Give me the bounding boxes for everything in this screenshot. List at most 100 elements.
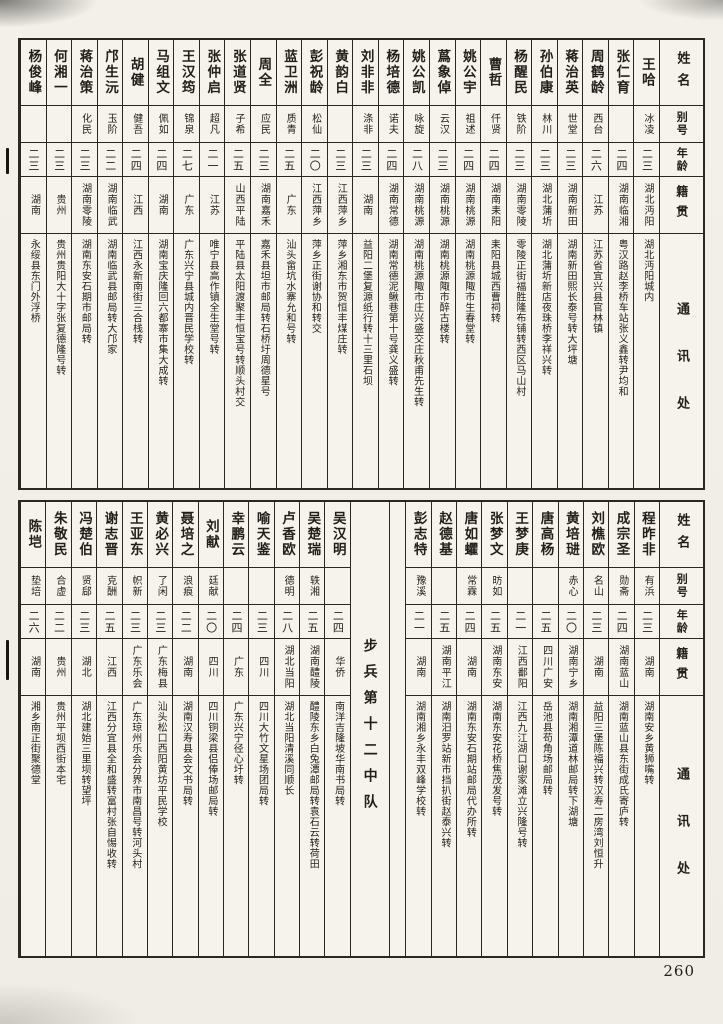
person-name: 程昨非 <box>634 502 659 568</box>
person-age: 二三 <box>72 143 97 177</box>
person-column: 黄培琎 赤心 二〇 湖南宁乡 湖南湘潭道林邮局转下湖塘 <box>557 502 583 956</box>
header-alias: 别号 <box>660 568 703 605</box>
person-native-place: 湖南桃源 <box>455 177 481 234</box>
person-native-place: 广东乐会 <box>122 639 147 696</box>
person-age: 二二 <box>173 605 198 639</box>
person-native-place: 湖南新田 <box>557 177 583 234</box>
person-age: 二五 <box>482 605 507 639</box>
person-alias: 世堂 <box>557 106 583 143</box>
person-native-place: 江西萍乡 <box>327 177 353 234</box>
person-age: 二三 <box>251 143 276 177</box>
person-age: 二四 <box>481 143 506 177</box>
person-name: 张仲启 <box>199 40 225 106</box>
person-name: 周全 <box>251 40 276 106</box>
person-column: 刘非非 涤非 二三 湖南 益阳二堡复源纸行转十三里石坝 <box>352 40 378 488</box>
person-address: 贵州贵阳大十字张复德隆号转 <box>53 239 65 376</box>
person-native-place: 湖南 <box>20 177 46 234</box>
person-age: 二四 <box>325 605 350 639</box>
person-age: 二三 <box>46 143 72 177</box>
person-column: 杨俊峰 二三 湖南 永绥县东门外浮桥 <box>19 40 46 488</box>
person-alias: 玉阶 <box>97 106 123 143</box>
person-native-place: 贵州 <box>46 639 71 696</box>
person-native-place: 湖南 <box>634 639 659 696</box>
person-native-place: 湖南常德 <box>378 177 404 234</box>
person-age: 二三 <box>20 143 46 177</box>
person-name: 马组文 <box>148 40 174 106</box>
person-name: 彭志特 <box>406 502 431 568</box>
person-native-place: 广东 <box>224 639 249 696</box>
person-column: 彭志特 豫溪 二一 湖南 湖南湘乡永丰双峰学校转 <box>405 502 431 956</box>
person-age: 二〇 <box>558 605 583 639</box>
person-address: 平陆县太阳渡聚丰恒宝号转顺头村交 <box>232 239 244 407</box>
person-address: 益阳二堡复源纸行转十三里石坝 <box>360 239 372 386</box>
person-native-place: 湖南零陵 <box>506 177 532 234</box>
person-name: 卢香欧 <box>274 502 300 568</box>
person-column: 孙伯康 林川 二三 湖北蒲圻 湖北蒲圻新店夜珠桥李祥兴转 <box>531 40 557 488</box>
person-name: 张道贤 <box>225 40 250 106</box>
header-alias: 别号 <box>660 106 703 143</box>
person-address: 湖南东安石期市邮局转 <box>79 239 91 344</box>
person-age: 二五 <box>225 143 250 177</box>
person-address: 四川大竹文星场团局转 <box>256 701 268 806</box>
person-native-place: 湖南临湘 <box>608 177 634 234</box>
person-column: 成宗圣 勋斋 二四 湖南蓝山 湖南蓝山县东街成氏寄庐转 <box>608 502 634 956</box>
person-address: 湖南桃源陬市庄兴盛交庄秋甫先生转 <box>411 239 423 407</box>
person-alias: 昉如 <box>482 568 507 605</box>
person-column: 王哈 冰凌 二三 湖北沔阳 湖北沔阳城内 <box>633 40 659 488</box>
person-age: 二三 <box>122 605 147 639</box>
person-alias: 西台 <box>583 106 608 143</box>
person-column: 唐如蠷 常霖 二四 湖南 湖南东安石期站邮局代办所转 <box>456 502 482 956</box>
person-column: 王梦庚 二一 江西鄱阳 江西九江湖口谢家滩立兴隆号转 <box>506 502 533 956</box>
person-alias: 了闲 <box>147 568 173 605</box>
empty-column <box>388 502 406 956</box>
person-native-place: 湖南零陵 <box>72 177 97 234</box>
person-column: 周鹤龄 西台 二六 江苏 江苏省宜兴县官林镇 <box>582 40 608 488</box>
person-age: 二五 <box>97 605 122 639</box>
person-name: 唐如蠷 <box>457 502 482 568</box>
person-column: 赵德基 二五 湖南平江 湖南汨罗站新市挡扒街赵泰兴转 <box>430 502 457 956</box>
person-name: 聂培之 <box>173 502 198 568</box>
person-alias <box>46 106 72 143</box>
person-address: 湖南桃源陬市醉古楼转 <box>437 239 449 344</box>
person-alias: 涤非 <box>353 106 378 143</box>
person-name: 蒋治策 <box>72 40 97 106</box>
person-column: 张仲启 超凡 二一 江苏 唯宁县高作镇全生堂号转 <box>198 40 225 488</box>
person-native-place: 湖南醴陵 <box>300 639 325 696</box>
scan-edge-mark <box>6 148 9 174</box>
person-native-place: 湖南桃源 <box>404 177 429 234</box>
person-native-place: 湖南 <box>148 177 174 234</box>
person-column: 刘樵欧 名山 二三 湖南 益阳三堡陈福兴转汉寿二房湾刘恒升 <box>582 502 609 956</box>
person-name: 曹哲 <box>481 40 506 106</box>
person-age: 二五 <box>276 143 302 177</box>
person-native-place: 湖南 <box>457 639 482 696</box>
person-age: 二三 <box>327 143 353 177</box>
person-column: 黄韵白 二三 江西萍乡 萍乡湘东市贺恒丰煤庄转 <box>326 40 353 488</box>
person-native-place: 湖南东安 <box>482 639 507 696</box>
person-age: 二三 <box>634 143 659 177</box>
person-alias: 浪痕 <box>173 568 198 605</box>
person-age: 二三 <box>557 143 583 177</box>
person-native-place: 湖南 <box>353 177 378 234</box>
person-address: 唯宁县高作镇全生堂号转 <box>207 239 219 355</box>
person-name: 张仁育 <box>608 40 634 106</box>
person-name: 吴汉明 <box>325 502 350 568</box>
person-column: 刘献 廷献 二〇 四川 四川铜梁县侣俸场邮局转 <box>197 502 223 956</box>
person-name: 王汉筠 <box>174 40 199 106</box>
person-alias: 贤郈 <box>71 568 97 605</box>
person-address: 湖南宝庆隆回六都寨市集大成转 <box>156 239 168 386</box>
person-age: 二八 <box>274 605 300 639</box>
person-address: 萍乡正街谢协和转交 <box>309 239 321 334</box>
person-native-place: 贵州 <box>46 177 72 234</box>
person-column: 彭祝龄 松仙 二〇 江西萍乡 萍乡正街谢协和转交 <box>301 40 327 488</box>
person-address: 湖北沔阳城内 <box>641 239 653 302</box>
person-native-place: 华侨 <box>325 639 350 696</box>
person-alias: 林川 <box>532 106 557 143</box>
person-native-place: 广东梅县 <box>147 639 173 696</box>
person-age: 二三 <box>71 605 97 639</box>
person-age: 二四 <box>457 605 482 639</box>
person-age: 二六 <box>21 605 46 639</box>
person-age: 二〇 <box>198 605 223 639</box>
person-alias: 垫培 <box>21 568 46 605</box>
person-address: 广东兴宁径心圩转 <box>231 701 243 785</box>
person-alias: 冰凌 <box>634 106 659 143</box>
